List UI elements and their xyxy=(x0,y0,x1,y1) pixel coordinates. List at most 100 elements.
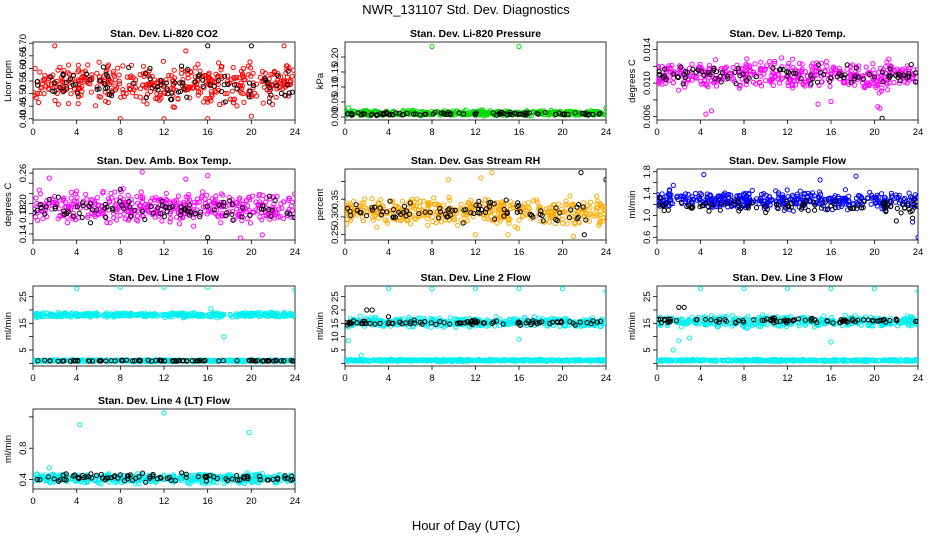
data-point xyxy=(886,56,892,62)
data-point xyxy=(221,311,227,318)
data-point xyxy=(253,207,259,213)
data-point xyxy=(717,74,723,80)
data-point xyxy=(425,204,431,211)
data-point-outlier xyxy=(815,101,821,107)
data-point xyxy=(240,205,246,211)
data-point xyxy=(53,204,59,210)
x-tick-label: 8 xyxy=(118,127,123,138)
data-point xyxy=(260,206,266,212)
data-point xyxy=(783,205,789,211)
data-point xyxy=(109,205,116,211)
y-tick-label: 0.60 xyxy=(18,59,29,78)
data-point xyxy=(471,210,477,216)
data-point xyxy=(670,201,676,207)
data-point xyxy=(424,216,430,222)
data-point xyxy=(876,69,882,75)
plot-points xyxy=(33,169,295,240)
data-point xyxy=(724,200,731,206)
y-tick-label: 0.10 xyxy=(330,78,341,97)
data-point xyxy=(226,194,232,201)
data-point xyxy=(911,201,917,208)
data-point xyxy=(44,198,50,204)
data-point xyxy=(254,358,261,364)
data-point xyxy=(473,202,479,208)
data-point xyxy=(762,66,769,72)
data-point xyxy=(748,68,754,74)
data-point xyxy=(676,63,683,69)
data-point xyxy=(732,69,738,76)
data-point-outlier xyxy=(221,334,227,340)
data-point xyxy=(68,195,74,201)
data-point xyxy=(490,110,496,116)
y-tick-label: 0.006 xyxy=(642,105,653,129)
data-point xyxy=(438,219,444,225)
data-point xyxy=(749,187,755,194)
data-point xyxy=(811,199,817,205)
data-point xyxy=(243,198,249,204)
data-point xyxy=(127,85,133,92)
data-point xyxy=(52,97,58,104)
x-tick-label: 16 xyxy=(826,247,837,258)
data-point xyxy=(911,204,918,210)
data-point xyxy=(345,203,349,209)
y-tick-label: 0.15 xyxy=(330,63,341,82)
data-point xyxy=(870,80,877,87)
data-point xyxy=(288,357,294,363)
data-point xyxy=(140,199,146,205)
data-point xyxy=(216,202,222,208)
data-point xyxy=(481,215,487,222)
data-point xyxy=(149,85,155,91)
data-point xyxy=(233,74,240,81)
data-point xyxy=(291,312,295,318)
data-point xyxy=(741,192,747,198)
data-point xyxy=(38,204,44,211)
data-point xyxy=(697,204,703,210)
data-point xyxy=(162,90,168,97)
data-point xyxy=(163,77,169,83)
data-point xyxy=(507,216,513,222)
data-point xyxy=(221,199,227,205)
data-point xyxy=(708,78,714,84)
data-point xyxy=(85,214,91,220)
data-point xyxy=(244,215,251,221)
data-point xyxy=(161,213,167,219)
data-point xyxy=(768,197,774,203)
data-point xyxy=(234,103,240,109)
data-point xyxy=(799,68,805,74)
data-point xyxy=(824,207,830,213)
data-point xyxy=(179,310,186,316)
data-point xyxy=(359,200,365,206)
data-point xyxy=(503,197,509,203)
data-point xyxy=(657,195,663,201)
data-point-outlier xyxy=(893,218,899,224)
data-point xyxy=(126,64,132,71)
x-tick-label: 8 xyxy=(118,373,123,384)
data-point xyxy=(194,84,200,90)
data-point xyxy=(902,205,908,211)
data-point xyxy=(134,213,140,219)
data-point xyxy=(266,206,272,213)
data-point xyxy=(389,111,396,118)
data-point xyxy=(224,90,230,97)
data-point xyxy=(261,84,267,90)
x-tick-label: 12 xyxy=(159,127,170,138)
data-point xyxy=(261,358,267,364)
y-tick-label: 0.50 xyxy=(18,84,29,103)
data-point xyxy=(175,95,181,102)
data-point xyxy=(661,66,668,72)
data-point xyxy=(893,192,899,198)
data-point-outlier xyxy=(670,182,676,188)
data-point xyxy=(438,110,444,116)
data-point xyxy=(521,201,528,207)
data-point xyxy=(842,195,849,201)
data-point xyxy=(157,358,163,364)
data-point xyxy=(68,314,74,320)
data-point xyxy=(724,73,731,79)
data-point xyxy=(51,80,57,86)
plot-points xyxy=(345,43,606,119)
data-point xyxy=(40,216,46,222)
data-point xyxy=(421,198,427,204)
data-point xyxy=(96,358,102,364)
